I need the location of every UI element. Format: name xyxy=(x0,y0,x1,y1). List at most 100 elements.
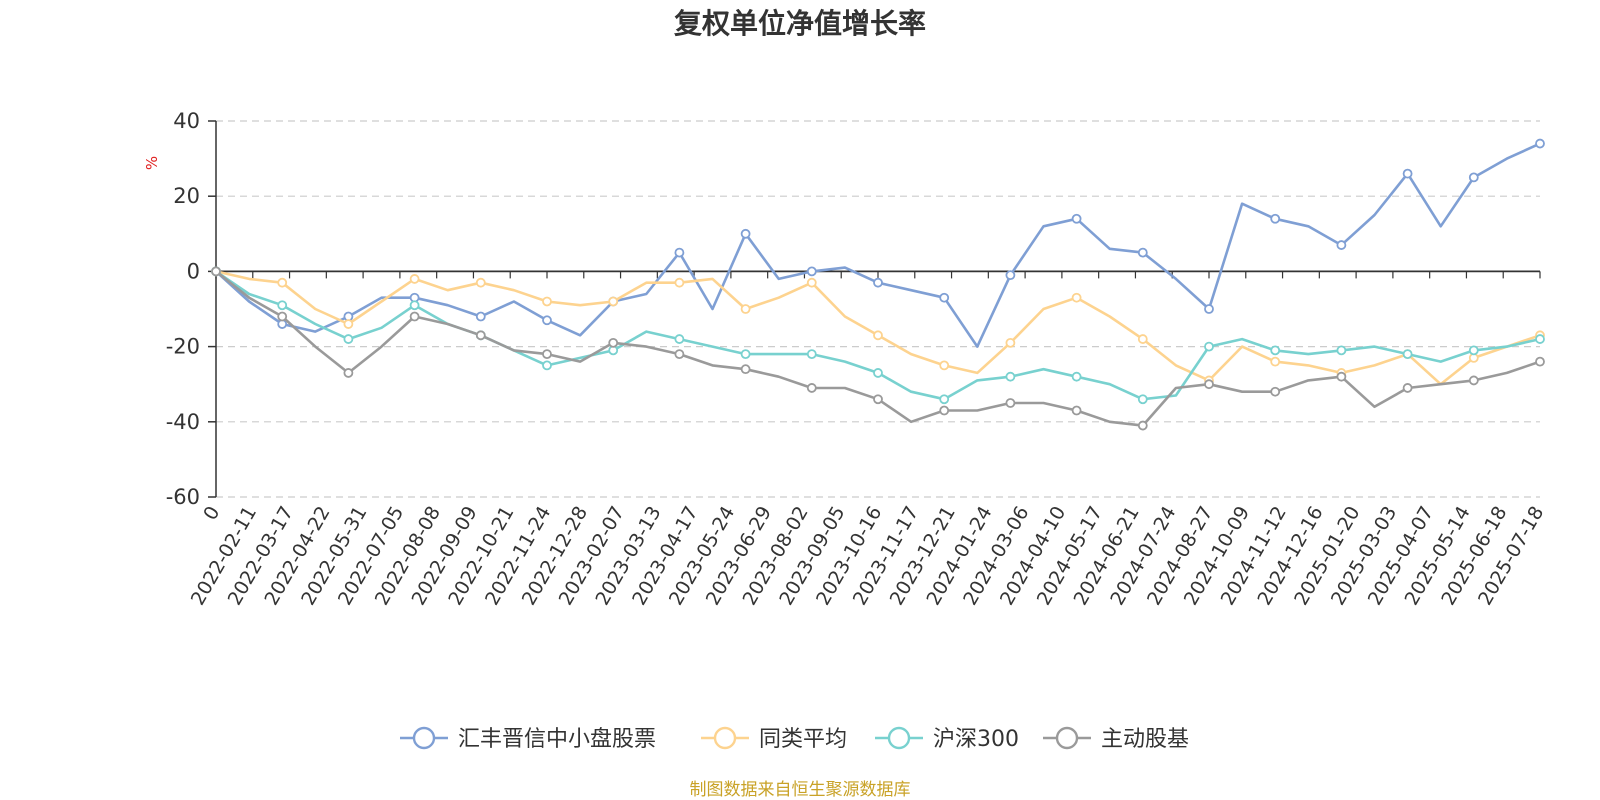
data-point xyxy=(1535,138,1545,149)
data-point xyxy=(740,304,751,314)
data-point xyxy=(873,330,883,341)
data-point xyxy=(1468,345,1479,356)
data-point xyxy=(1005,270,1016,281)
data-point xyxy=(1071,292,1082,303)
data-point xyxy=(939,405,950,416)
data-point xyxy=(1071,371,1082,382)
y-tick-label: -20 xyxy=(166,335,200,359)
data-point xyxy=(873,368,883,378)
data-point xyxy=(343,334,354,344)
data-point xyxy=(277,311,288,322)
data-point xyxy=(1270,213,1281,224)
data-point xyxy=(542,315,552,326)
data-point xyxy=(1270,386,1281,397)
data-point xyxy=(542,360,552,371)
data-point xyxy=(277,300,288,311)
data-point xyxy=(1468,375,1479,386)
data-point xyxy=(1005,371,1016,382)
data-point xyxy=(939,360,950,371)
series-2 xyxy=(211,266,1545,386)
series-lines xyxy=(211,138,1545,431)
data-point xyxy=(1204,341,1214,352)
legend[interactable]: 汇丰晋信中小盘股票 同类平均 沪深300 主动股基 xyxy=(400,726,1189,752)
legend-item-4[interactable]: 主动股基 xyxy=(1043,726,1189,752)
y-unit-label: % xyxy=(143,156,161,170)
data-point xyxy=(1137,334,1148,344)
y-tick-label: 0 xyxy=(187,259,200,283)
data-point xyxy=(409,311,420,322)
legend-label: 同类平均 xyxy=(759,727,847,752)
data-point xyxy=(1336,240,1347,250)
data-point xyxy=(343,368,354,378)
data-point xyxy=(1468,172,1479,183)
data-point xyxy=(1071,405,1082,416)
data-point xyxy=(1005,337,1016,348)
data-point xyxy=(806,383,817,393)
data-point xyxy=(1270,356,1281,367)
data-point xyxy=(1204,379,1214,390)
x-tick-label: 0 xyxy=(199,503,224,524)
data-point xyxy=(1336,371,1347,382)
data-point xyxy=(475,330,486,341)
y-tick-label: 40 xyxy=(173,109,200,133)
data-point xyxy=(740,364,751,375)
data-point xyxy=(740,228,751,239)
legend-item-2[interactable]: 同类平均 xyxy=(701,726,847,752)
data-point xyxy=(343,319,354,329)
data-point xyxy=(1402,168,1413,179)
data-point xyxy=(1137,394,1148,405)
data-point xyxy=(674,247,685,258)
data-point xyxy=(1402,383,1413,393)
data-point xyxy=(608,337,619,348)
y-tick-label: -60 xyxy=(166,485,200,509)
legend-marker xyxy=(713,726,737,750)
data-point xyxy=(674,334,685,344)
legend-label: 主动股基 xyxy=(1101,727,1189,752)
data-point xyxy=(211,266,221,277)
data-point xyxy=(873,394,883,405)
data-point xyxy=(873,277,883,288)
data-point xyxy=(740,349,751,360)
data-point xyxy=(1137,247,1148,258)
data-point xyxy=(674,349,685,360)
legend-label: 汇丰晋信中小盘股票 xyxy=(458,727,656,752)
axes: 40200-20-40-6002022-02-112022-03-172022-… xyxy=(166,109,1549,609)
data-source-note: 制图数据来自恒生聚源数据库 xyxy=(690,780,911,800)
legend-item-3[interactable]: 沪深300 xyxy=(875,726,1019,752)
data-point xyxy=(542,296,552,307)
data-point xyxy=(608,296,619,307)
data-point xyxy=(409,274,420,284)
data-point xyxy=(1270,345,1281,356)
data-point xyxy=(1204,304,1214,314)
data-point xyxy=(1402,349,1413,360)
chart-title: 复权单位净值增长率 xyxy=(674,7,926,40)
data-point xyxy=(409,300,420,311)
data-point xyxy=(475,311,486,322)
series-line xyxy=(215,270,1541,386)
data-point xyxy=(806,349,817,360)
y-tick-label: -40 xyxy=(166,410,200,434)
legend-marker xyxy=(412,726,436,750)
data-point xyxy=(1336,345,1347,356)
y-tick-label: 20 xyxy=(173,184,200,208)
legend-label: 沪深300 xyxy=(933,727,1019,752)
series-3 xyxy=(211,266,1545,405)
data-point xyxy=(806,266,817,277)
data-point xyxy=(1535,334,1545,344)
data-point xyxy=(1071,213,1082,224)
data-point xyxy=(542,349,552,360)
data-point xyxy=(1137,420,1148,431)
data-point xyxy=(939,292,950,303)
series-4 xyxy=(211,266,1545,431)
data-point xyxy=(1535,356,1545,367)
legend-item-1[interactable]: 汇丰晋信中小盘股票 xyxy=(400,726,656,752)
legend-marker xyxy=(1055,726,1079,750)
grid-lines xyxy=(216,120,1540,498)
data-point xyxy=(475,277,486,288)
data-point xyxy=(277,277,288,288)
data-point xyxy=(806,277,817,288)
legend-marker xyxy=(887,726,911,750)
data-point xyxy=(1005,398,1016,408)
data-point xyxy=(939,394,950,405)
